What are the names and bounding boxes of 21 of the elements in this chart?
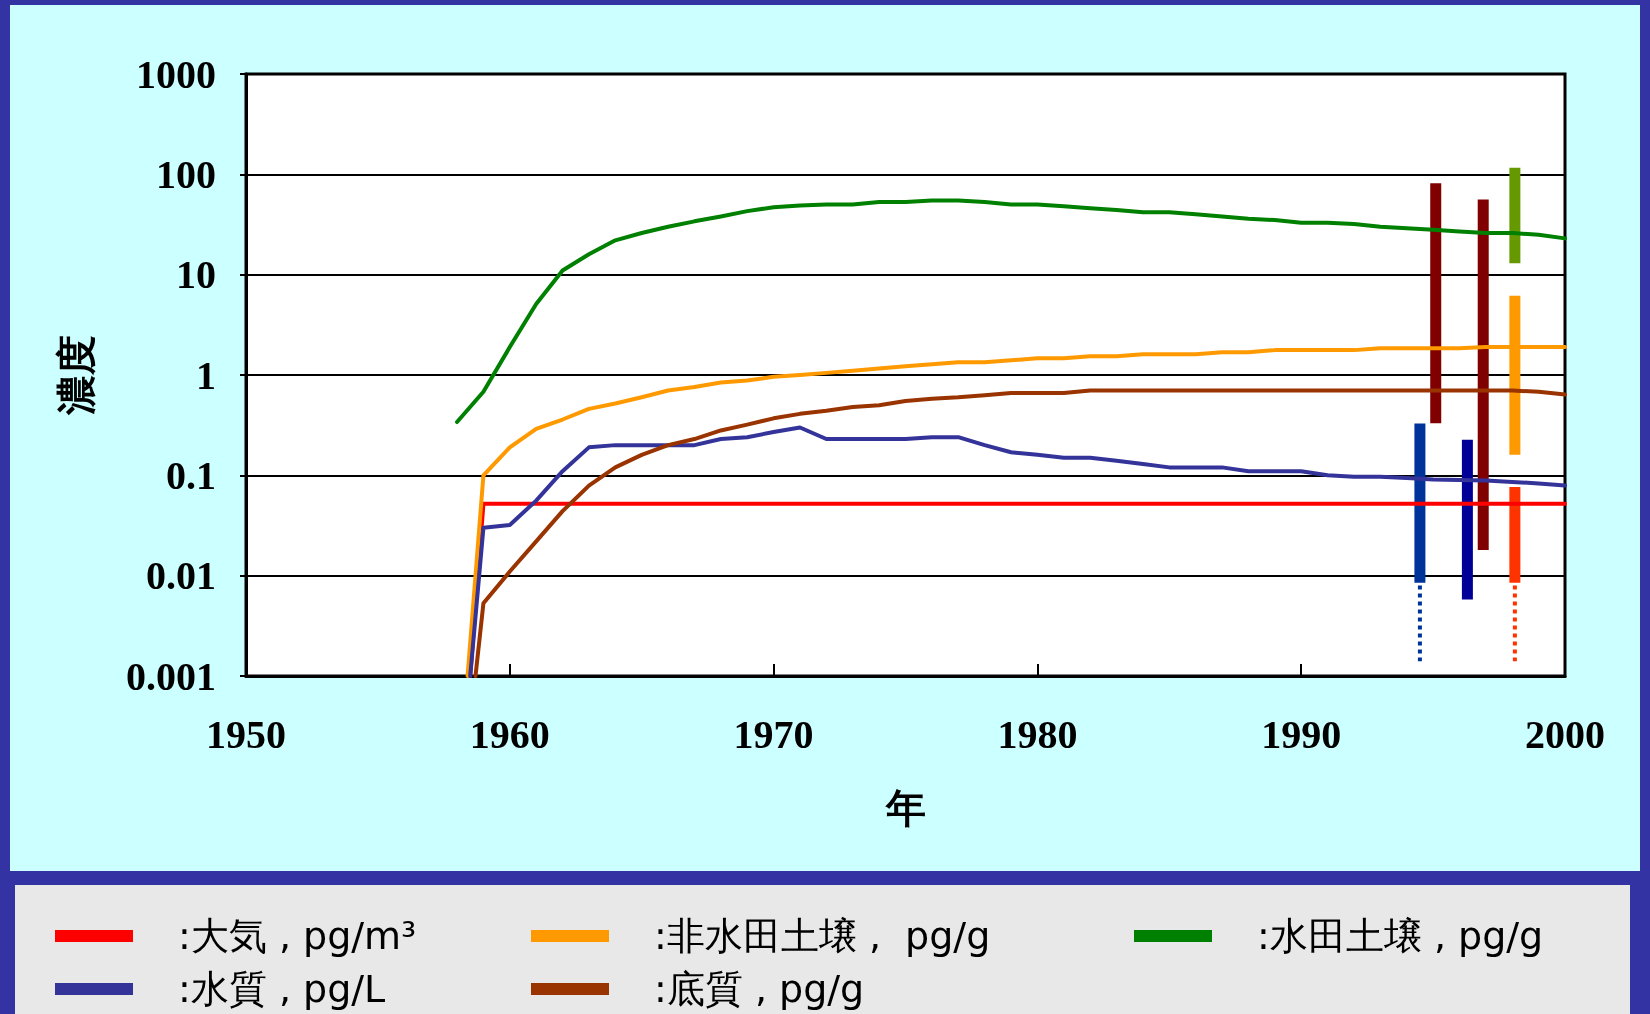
x-tick-label: 1980	[997, 711, 1078, 757]
y-tick-label: 10	[176, 252, 216, 298]
y-tick-label: 0.1	[166, 452, 216, 498]
line-series	[455, 198, 1567, 425]
x-tick-label: 1960	[469, 711, 550, 757]
y-tick-label: 100	[156, 151, 216, 197]
y-tick-label: 1000	[136, 51, 216, 97]
legend-label: :水質 , pg/L	[178, 967, 386, 1011]
legend-label: :底質 , pg/g	[654, 967, 865, 1011]
legend-label: :水田土壌 , pg/g	[1257, 914, 1544, 958]
x-axis-title: 年	[884, 785, 926, 831]
x-tick-label: 1990	[1261, 711, 1342, 757]
legend-label: :非水田土壌 , pg/g	[654, 914, 991, 958]
legend-label: :大気 , pg/m³	[178, 914, 417, 958]
y-tick-label: 0.01	[146, 553, 216, 599]
y-tick-label: 1	[196, 352, 216, 398]
y-tick-label: 0.001	[126, 653, 216, 699]
x-tick-label: 2000	[1525, 711, 1605, 757]
y-axis-title: 濃度	[53, 335, 99, 416]
x-tick-label: 1950	[206, 711, 286, 757]
x-tick-label: 1970	[733, 711, 814, 757]
